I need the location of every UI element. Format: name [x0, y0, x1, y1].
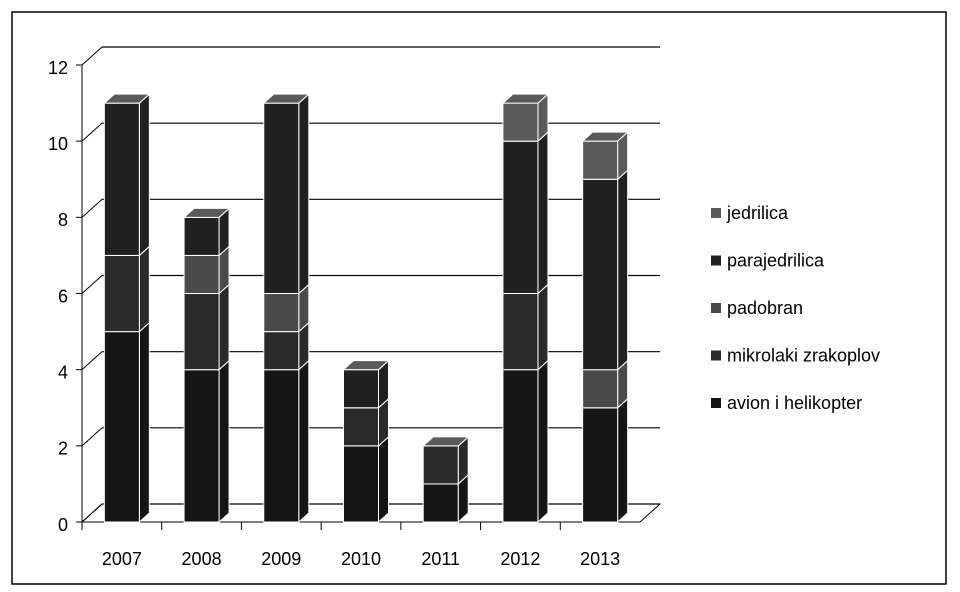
bar — [502, 102, 539, 142]
y-tick-label: 4 — [58, 362, 68, 382]
grid-line — [81, 427, 103, 447]
bar — [263, 102, 300, 295]
bar — [422, 483, 459, 523]
bar-side — [378, 435, 389, 524]
bar — [343, 407, 379, 447]
bar — [422, 445, 459, 485]
bar — [103, 102, 140, 256]
y-tick-label: 2 — [58, 439, 68, 459]
y-tick-label: 8 — [58, 210, 68, 230]
legend-swatch — [711, 255, 721, 266]
bar — [582, 178, 619, 371]
x-tick-label: 2009 — [261, 549, 301, 569]
bar-side — [617, 397, 629, 524]
bar — [263, 331, 300, 371]
bar-side — [218, 283, 230, 371]
bar-side — [298, 92, 310, 295]
bar — [343, 369, 379, 409]
grid-line — [81, 275, 103, 294]
y-tick-label: 10 — [48, 134, 68, 154]
x-tick-label: 2012 — [500, 549, 540, 569]
x-tick-label: 2007 — [102, 549, 142, 569]
bar — [502, 369, 539, 523]
legend-label: jedrilica — [726, 203, 789, 223]
bar-side — [138, 321, 150, 524]
bar-top — [501, 93, 550, 104]
bar-side — [218, 359, 230, 524]
legend-swatch — [711, 303, 721, 313]
bar-side — [617, 169, 629, 371]
legend-label: avion i helikopter — [727, 393, 862, 413]
bar-top — [421, 436, 470, 447]
x-tick-label: 2011 — [421, 549, 460, 569]
bar — [582, 140, 619, 180]
grid-line — [81, 198, 103, 218]
x-tick-label: 2013 — [580, 549, 620, 569]
chart-border — [11, 11, 947, 585]
legend-swatch — [711, 398, 721, 408]
bar-top — [262, 93, 311, 104]
grid-line — [81, 122, 103, 142]
bar-top — [581, 131, 629, 142]
grid-line — [81, 351, 103, 371]
bar — [343, 445, 379, 523]
bar-side — [138, 92, 150, 257]
x-tick-label: 2010 — [341, 549, 381, 569]
legend-label: padobran — [727, 298, 803, 318]
bar — [183, 293, 220, 371]
legend-label: mikrolaki zrakoplov — [727, 345, 880, 365]
bar — [103, 254, 140, 333]
bar-top — [103, 93, 151, 104]
bar-top — [182, 207, 231, 218]
bar — [103, 331, 140, 523]
bar — [582, 369, 619, 409]
bar-side — [537, 283, 549, 371]
bar — [263, 293, 300, 333]
bar — [183, 369, 220, 523]
bar-side — [537, 131, 549, 295]
grid-line — [81, 46, 103, 66]
legend-swatch — [711, 350, 721, 361]
grid-line — [81, 503, 103, 523]
legend-swatch — [711, 208, 721, 218]
y-tick-label: 6 — [58, 286, 68, 306]
bar-side — [298, 359, 310, 524]
legend-label: parajedrilica — [727, 250, 825, 270]
bar-side — [138, 245, 150, 333]
bar — [582, 407, 619, 523]
bar — [502, 140, 539, 294]
bar — [263, 369, 300, 523]
bar-top — [342, 360, 390, 371]
y-tick-label: 0 — [58, 515, 68, 535]
bar — [502, 293, 539, 371]
x-tick-label: 2008 — [182, 549, 222, 569]
bar — [183, 216, 220, 256]
y-tick-label: 12 — [48, 58, 68, 78]
bar-side — [537, 359, 549, 524]
bar — [183, 254, 220, 295]
